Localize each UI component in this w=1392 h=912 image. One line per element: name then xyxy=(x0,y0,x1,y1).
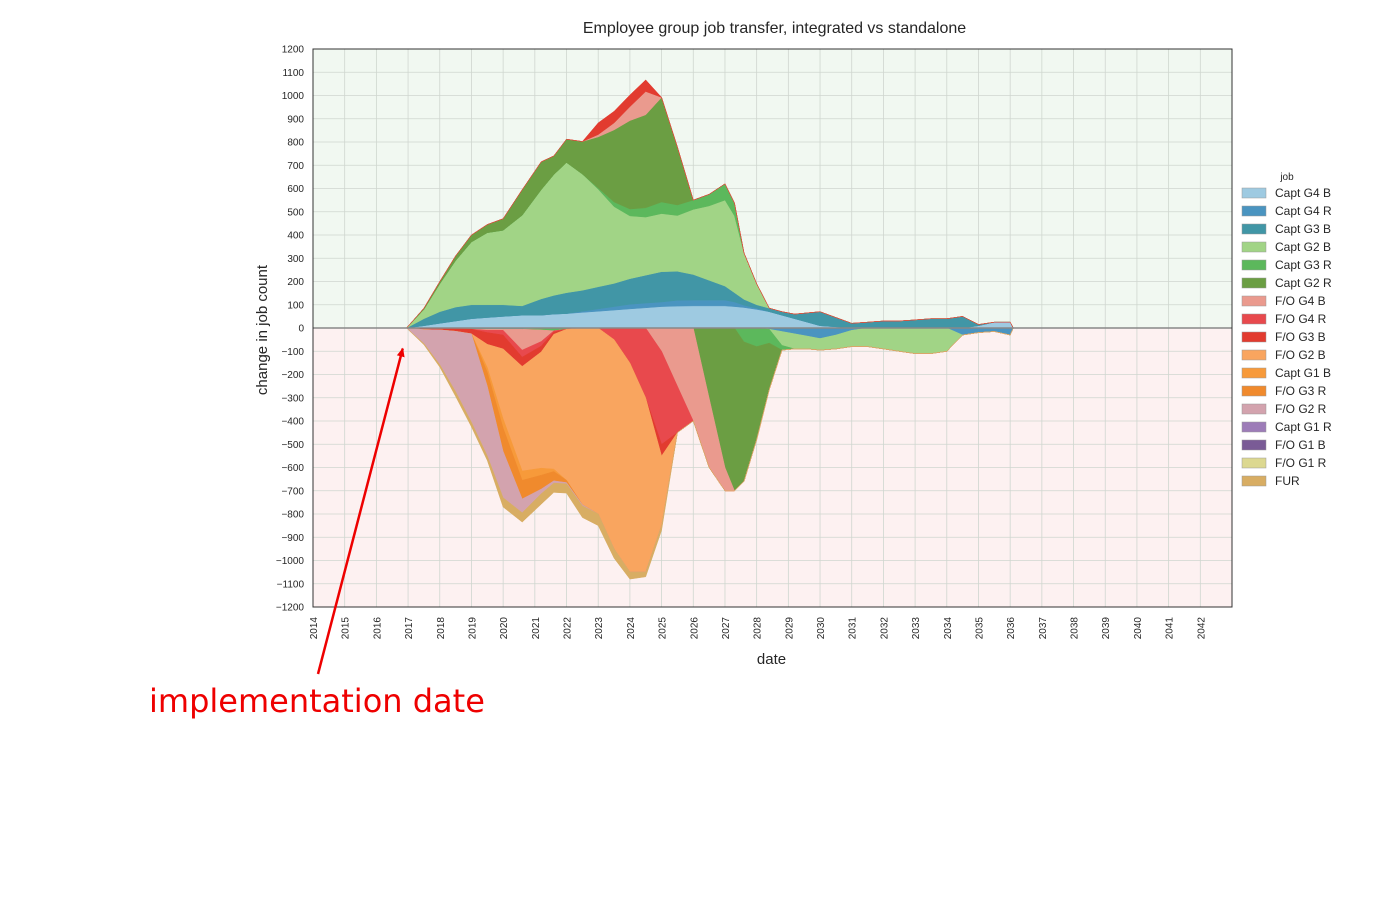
y-axis-label: change in job count xyxy=(254,264,271,395)
legend-swatch xyxy=(1241,241,1267,253)
y-tick-label: 0 xyxy=(298,324,304,335)
legend-label: F/O G2 B xyxy=(1275,348,1326,362)
legend-swatch xyxy=(1241,385,1267,397)
x-tick-label: 2018 xyxy=(436,617,447,640)
y-tick-label: 600 xyxy=(287,184,304,195)
legend-swatch xyxy=(1241,259,1267,271)
legend: job Capt G4 B Capt G4 R Capt G3 B Capt G2 B… xyxy=(1241,172,1332,488)
x-tick-label: 2025 xyxy=(658,617,669,640)
legend-swatch xyxy=(1241,421,1267,433)
x-tick-label: 2027 xyxy=(721,617,732,640)
y-tick-label: −300 xyxy=(281,393,304,404)
x-tick-label: 2024 xyxy=(626,617,637,640)
legend-label: Capt G2 R xyxy=(1275,276,1332,290)
y-tick-label: 700 xyxy=(287,161,304,172)
legend-label: F/O G1 R xyxy=(1275,456,1327,470)
x-tick-label: 2020 xyxy=(499,617,510,640)
x-tick-label: 2035 xyxy=(974,617,985,640)
y-tick-label: 500 xyxy=(287,207,304,218)
x-tick-label: 2039 xyxy=(1101,617,1112,640)
y-tick-label: −800 xyxy=(281,510,304,521)
legend-swatch xyxy=(1241,475,1267,487)
legend-swatch xyxy=(1241,295,1267,307)
plot-frame xyxy=(312,48,1233,608)
legend-label: F/O G4 B xyxy=(1275,294,1326,308)
chart-title: Employee group job transfer, integrated … xyxy=(583,20,966,37)
annotation-arrow xyxy=(316,347,405,675)
x-tick-label: 2031 xyxy=(848,617,859,640)
x-tick-label: 2016 xyxy=(372,617,383,640)
legend-swatch xyxy=(1241,331,1267,343)
legend-swatch xyxy=(1241,187,1267,199)
x-tick-label: 2034 xyxy=(943,617,954,640)
legend-label: F/O G4 R xyxy=(1275,312,1327,326)
x-tick-label: 2017 xyxy=(404,617,415,640)
legend-label: Capt G4 B xyxy=(1275,186,1331,200)
x-tick-label: 2021 xyxy=(531,617,542,640)
y-tick-label: −200 xyxy=(281,370,304,381)
legend-label: F/O G3 R xyxy=(1275,384,1327,398)
y-tick-label: 900 xyxy=(287,114,304,125)
legend-label: Capt G3 B xyxy=(1275,222,1331,236)
legend-label: F/O G1 B xyxy=(1275,438,1326,452)
x-tick-label: 2040 xyxy=(1133,617,1144,640)
legend-swatch xyxy=(1241,367,1267,379)
legend-swatch xyxy=(1241,349,1267,361)
x-axis-label: date xyxy=(757,651,786,668)
y-tick-label: −100 xyxy=(281,347,304,358)
x-tick-label: 2030 xyxy=(816,617,827,640)
legend-label: Capt G2 B xyxy=(1275,240,1331,254)
x-tick-label: 2015 xyxy=(341,617,352,640)
legend-label: Capt G3 R xyxy=(1275,258,1332,272)
y-tick-label: −1000 xyxy=(276,556,305,567)
legend-swatch xyxy=(1241,313,1267,325)
y-tick-label: −500 xyxy=(281,440,304,451)
legend-label: F/O G2 R xyxy=(1275,402,1327,416)
x-tick-label: 2023 xyxy=(594,617,605,640)
x-tick-label: 2029 xyxy=(784,617,795,640)
legend-title: job xyxy=(1279,172,1294,183)
x-tick-label: 2036 xyxy=(1006,617,1017,640)
y-tick-label: 800 xyxy=(287,138,304,149)
x-tick-label: 2041 xyxy=(1165,617,1176,640)
y-tick-label: 1100 xyxy=(282,68,304,79)
legend-swatch xyxy=(1241,205,1267,217)
legend-swatch xyxy=(1241,223,1267,235)
legend-label: Capt G1 R xyxy=(1275,420,1332,434)
x-tick-label: 2032 xyxy=(879,617,890,640)
legend-swatch xyxy=(1241,439,1267,451)
y-tick-label: 100 xyxy=(287,300,304,311)
x-axis-ticks: 2014 2015 2016 2017 2018 2019 2020 2021 2022 2023… xyxy=(309,617,1207,640)
y-tick-label: −600 xyxy=(281,463,304,474)
y-tick-label: 400 xyxy=(287,231,304,242)
x-tick-label: 2014 xyxy=(309,617,320,640)
y-tick-label: −900 xyxy=(281,533,304,544)
x-tick-label: 2028 xyxy=(753,617,764,640)
legend-label: Capt G1 B xyxy=(1275,366,1331,380)
y-tick-label: 300 xyxy=(287,254,304,265)
y-tick-label: −400 xyxy=(281,417,304,428)
y-tick-label: 1200 xyxy=(282,45,305,56)
x-tick-label: 2026 xyxy=(689,617,700,640)
x-tick-label: 2019 xyxy=(467,617,478,640)
y-tick-label: −1100 xyxy=(277,579,305,590)
x-tick-label: 2033 xyxy=(911,617,922,640)
annotation-text: implementation date xyxy=(149,682,485,720)
legend-label: Capt G4 R xyxy=(1275,204,1332,218)
legend-swatch xyxy=(1241,277,1267,289)
x-tick-label: 2037 xyxy=(1038,617,1049,640)
y-tick-label: −1200 xyxy=(276,603,305,614)
legend-label: FUR xyxy=(1275,474,1300,488)
x-tick-label: 2038 xyxy=(1070,617,1081,640)
y-tick-label: −700 xyxy=(281,486,304,497)
legend-swatch xyxy=(1241,457,1267,469)
x-tick-label: 2042 xyxy=(1196,617,1207,640)
x-tick-label: 2022 xyxy=(563,617,574,640)
y-tick-label: 200 xyxy=(287,277,304,288)
y-tick-label: 1000 xyxy=(282,91,305,102)
legend-label: F/O G3 B xyxy=(1275,330,1326,344)
legend-swatch xyxy=(1241,403,1267,415)
y-axis-ticks: 1200110010009008007006005004003002001000… xyxy=(276,45,305,614)
